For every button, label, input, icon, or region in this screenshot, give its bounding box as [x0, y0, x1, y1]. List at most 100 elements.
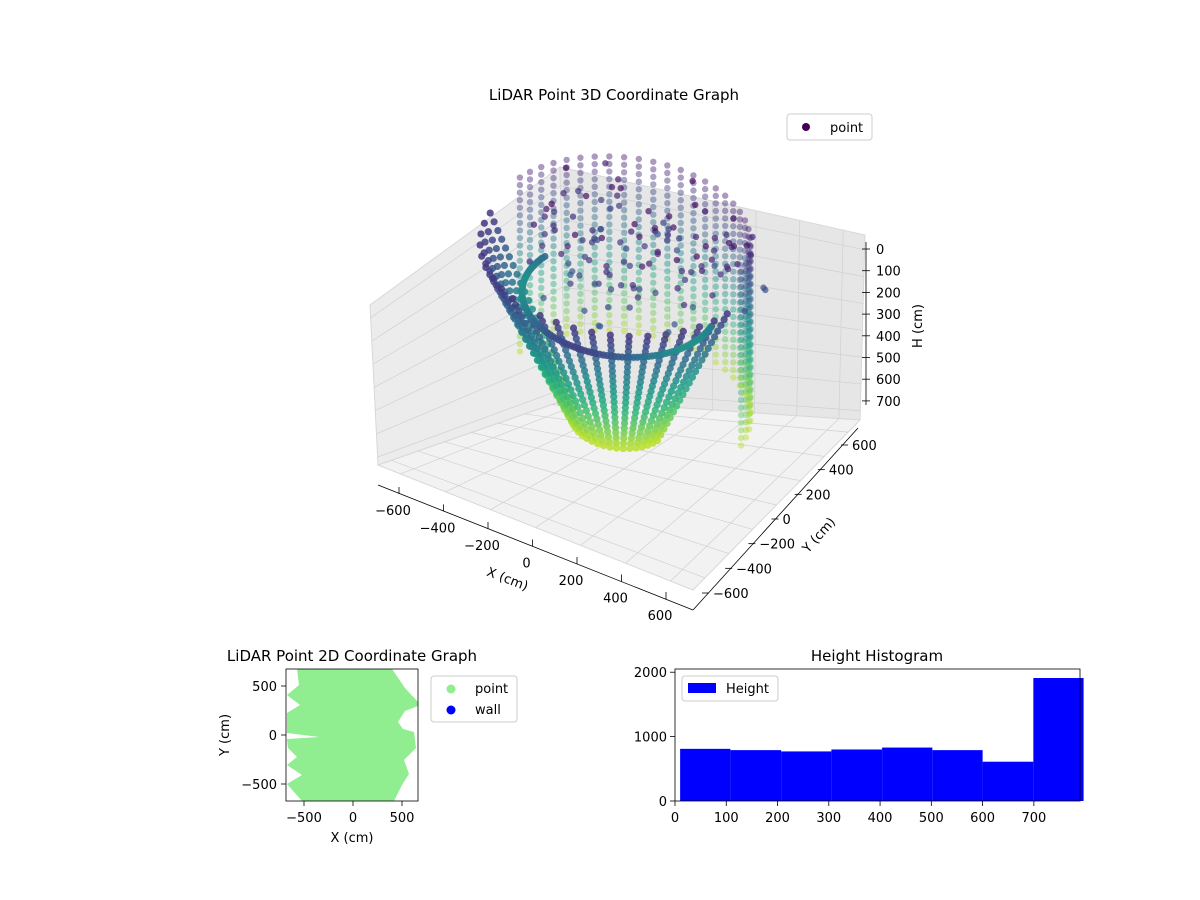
point	[552, 369, 560, 377]
point	[745, 294, 752, 301]
hist-x-tick-label: 100	[714, 811, 739, 826]
point	[730, 366, 737, 374]
point	[730, 291, 737, 298]
point	[730, 268, 737, 275]
point	[736, 344, 744, 352]
point	[690, 172, 697, 179]
point	[673, 256, 681, 264]
hist-x-tick-label: 200	[765, 811, 790, 826]
point	[741, 307, 748, 315]
point	[701, 284, 709, 291]
point	[747, 288, 754, 296]
histogram-bar	[781, 751, 832, 801]
point	[745, 225, 752, 233]
point	[721, 252, 729, 260]
point	[712, 207, 719, 215]
point	[747, 252, 755, 259]
point	[737, 412, 745, 419]
point	[636, 233, 643, 241]
point	[674, 285, 681, 292]
point	[691, 367, 700, 376]
point	[563, 292, 570, 300]
point	[730, 283, 737, 290]
point	[736, 306, 744, 314]
point	[736, 208, 744, 216]
point	[535, 333, 543, 341]
point	[747, 281, 754, 288]
point	[541, 213, 548, 220]
point	[690, 293, 697, 300]
point	[638, 443, 646, 451]
point	[721, 192, 729, 199]
point	[577, 298, 584, 305]
point	[650, 241, 657, 249]
point	[591, 312, 598, 319]
point	[635, 186, 643, 193]
point	[620, 305, 628, 312]
point	[526, 191, 534, 198]
point	[664, 231, 672, 239]
point	[747, 258, 754, 266]
point	[582, 406, 590, 415]
point	[606, 251, 613, 258]
point	[484, 228, 492, 236]
point	[711, 262, 718, 270]
h-tick-label: 0	[876, 243, 884, 258]
point	[736, 314, 744, 321]
histogram-ticks: 0 100 200 300 400 500 600 700 0 1000 2000	[634, 666, 1046, 826]
point	[540, 294, 547, 302]
point	[672, 402, 681, 410]
legend-hist: Height	[681, 675, 779, 702]
point	[617, 239, 624, 246]
point	[677, 366, 685, 374]
point	[578, 414, 587, 423]
h-ticks-3d: 0 100 200 300 400 500 600 700	[862, 243, 901, 410]
point	[664, 252, 671, 260]
point	[558, 250, 565, 258]
point	[550, 311, 557, 318]
point	[607, 341, 615, 349]
point	[516, 242, 524, 249]
point	[741, 330, 749, 338]
point	[505, 253, 513, 261]
point	[742, 381, 750, 388]
point	[488, 274, 497, 282]
point	[742, 328, 750, 335]
point	[641, 242, 648, 250]
point	[577, 215, 584, 222]
point	[606, 271, 613, 279]
point	[742, 320, 750, 328]
point	[688, 268, 695, 276]
point	[606, 175, 613, 183]
h-tick-label: 500	[876, 352, 901, 367]
point	[563, 330, 570, 337]
legend-hist-swatch	[688, 683, 716, 693]
point	[690, 225, 697, 232]
point	[747, 325, 754, 332]
point	[664, 313, 671, 320]
legend-hist-box	[681, 675, 779, 702]
point	[650, 279, 657, 286]
point	[624, 348, 632, 356]
histogram-bars	[680, 678, 1084, 801]
point	[690, 262, 697, 270]
point	[741, 353, 749, 360]
point	[546, 369, 555, 377]
point	[538, 339, 546, 347]
point	[508, 294, 517, 303]
point	[571, 397, 580, 405]
point	[623, 368, 631, 376]
h-tick-label: 700	[876, 395, 901, 410]
point	[635, 208, 643, 216]
hist-y-tick-label: 0	[659, 795, 667, 810]
point	[736, 254, 744, 261]
point	[563, 194, 570, 201]
legend-2d: point wall	[430, 675, 518, 723]
point	[516, 348, 524, 355]
point	[650, 271, 657, 279]
point	[690, 187, 697, 194]
grid-line	[371, 219, 562, 342]
point	[745, 399, 752, 407]
point	[591, 304, 598, 311]
point	[677, 197, 684, 204]
